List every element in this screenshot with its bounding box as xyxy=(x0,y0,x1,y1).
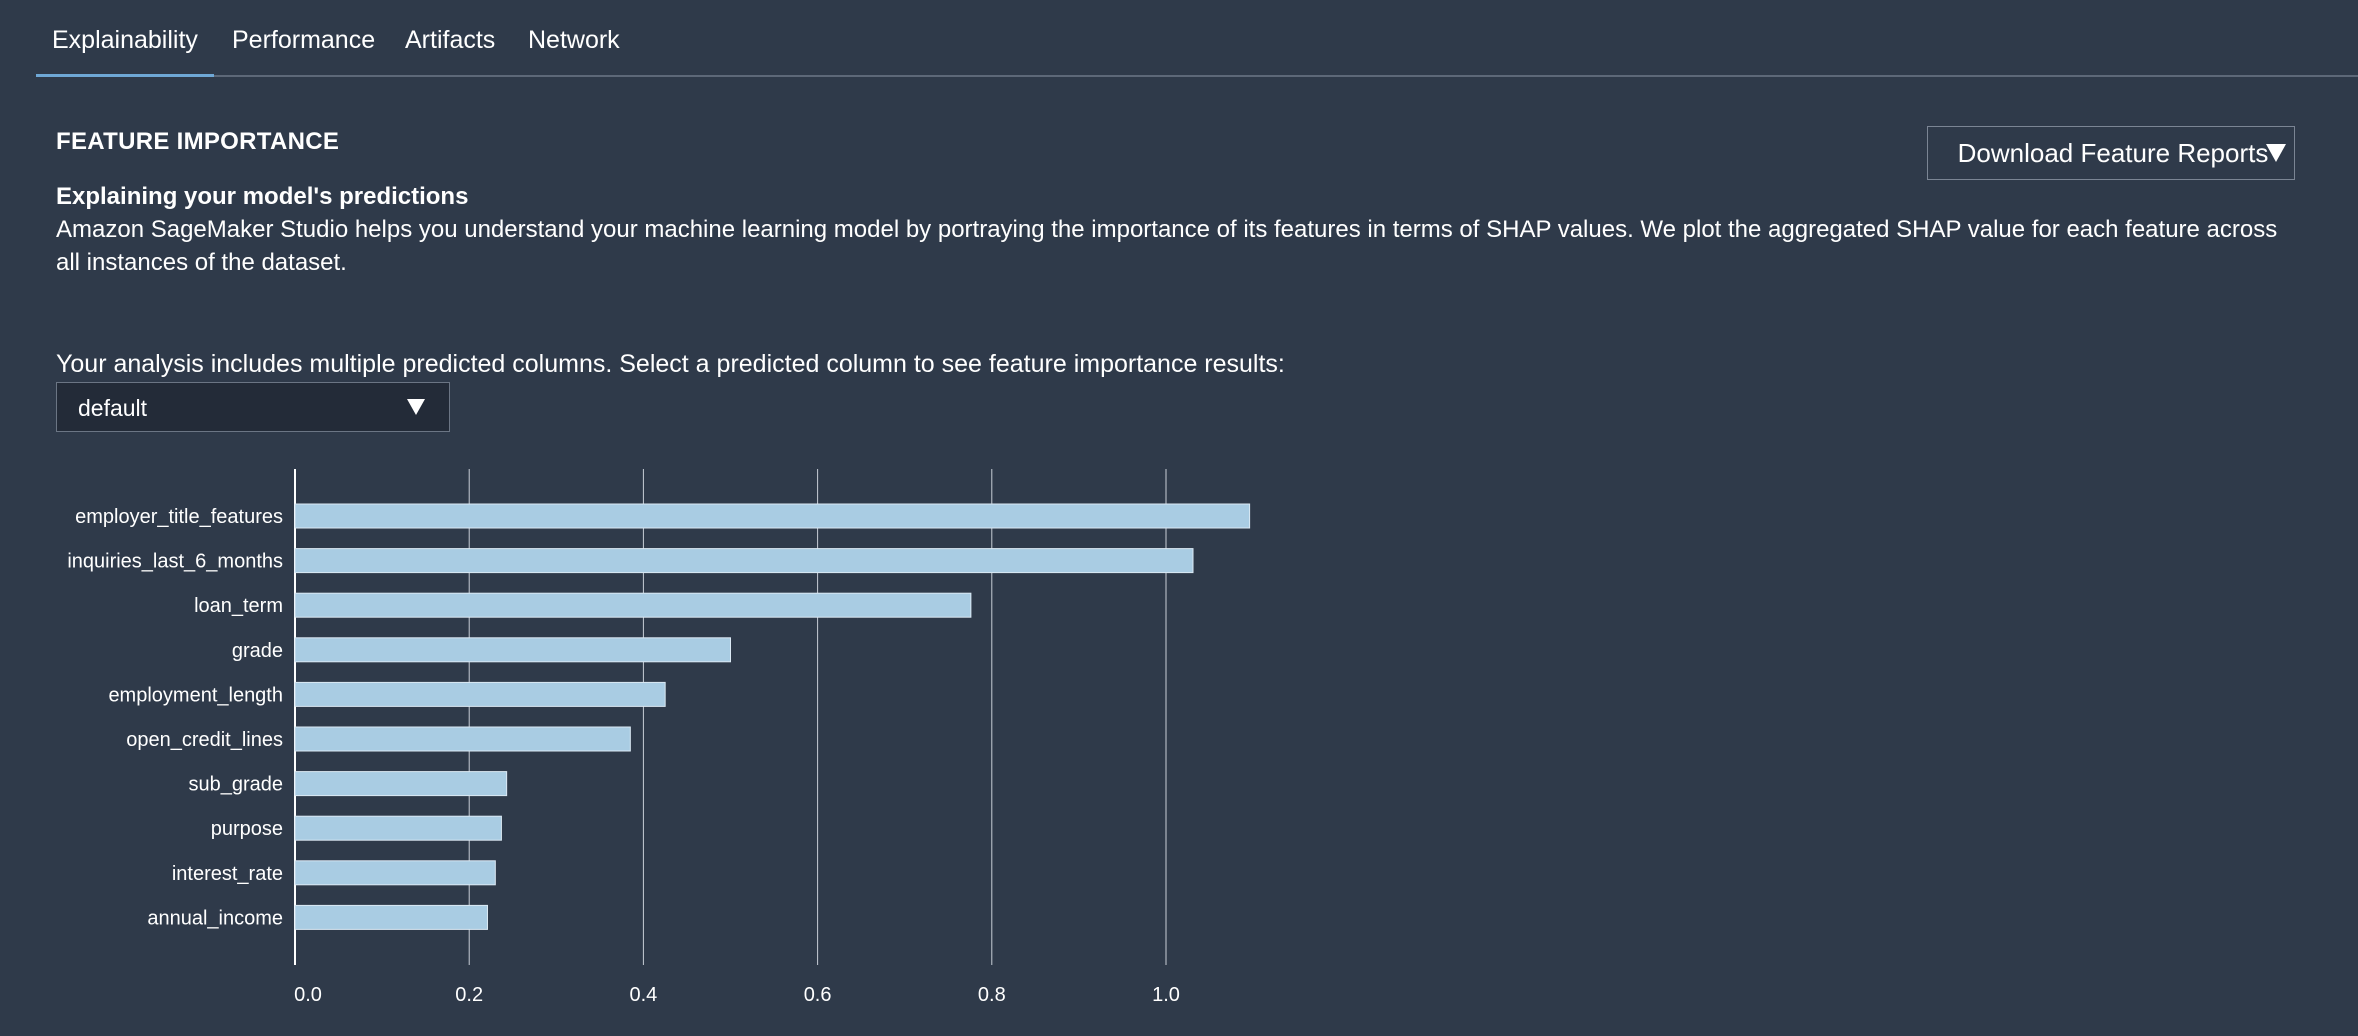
category-label: loan_term xyxy=(194,595,283,617)
feature-importance-chart: 0.0 0.2 0.4 0.6 0.8 1.0 employer_title_feature… xyxy=(67,469,1251,1006)
explanation-subheading: Explaining your model's predictions xyxy=(56,183,469,210)
bar xyxy=(294,771,508,797)
bar xyxy=(294,548,1194,574)
bar xyxy=(294,637,731,663)
download-feature-reports-button[interactable]: Download Feature Reports xyxy=(1927,126,2295,180)
bar xyxy=(294,681,666,707)
caret-down-icon xyxy=(2266,144,2286,162)
bar xyxy=(294,860,496,886)
x-tick-label: 0.4 xyxy=(629,984,657,1006)
bar xyxy=(294,592,972,618)
category-label: annual_income xyxy=(147,907,283,929)
download-button-label: Download Feature Reports xyxy=(1957,138,2269,168)
x-tick-label: 1.0 xyxy=(1152,984,1180,1006)
category-label: employer_title_features xyxy=(75,506,283,528)
category-label: sub_grade xyxy=(188,774,283,796)
caret-down-icon xyxy=(407,399,425,415)
bar xyxy=(294,726,631,752)
x-tick-label: 0.2 xyxy=(455,984,483,1006)
select-value: default xyxy=(78,395,148,421)
select-prompt: Your analysis includes multiple predicte… xyxy=(56,350,1285,378)
x-tick-label: 0.6 xyxy=(804,984,832,1006)
section-heading: FEATURE IMPORTANCE xyxy=(56,128,340,155)
category-label: interest_rate xyxy=(172,863,283,885)
tab-performance[interactable]: Performance xyxy=(232,26,376,54)
tab-artifacts[interactable]: Artifacts xyxy=(405,26,496,54)
category-label: employment_length xyxy=(108,684,283,706)
bar xyxy=(294,503,1251,529)
tab-network[interactable]: Network xyxy=(528,26,620,54)
category-label: open_credit_lines xyxy=(126,729,283,751)
explanation-description: Amazon SageMaker Studio helps you unders… xyxy=(56,216,2278,276)
x-tick-label: 0.0 xyxy=(294,984,322,1006)
bar xyxy=(294,815,502,841)
bar xyxy=(294,904,488,930)
predicted-column-select[interactable]: default xyxy=(56,382,450,432)
category-label: inquiries_last_6_months xyxy=(67,551,283,573)
tab-bar: Explainability Performance Artifacts Net… xyxy=(36,0,2358,77)
tab-explainability[interactable]: Explainability xyxy=(36,0,214,77)
category-label: purpose xyxy=(211,818,283,840)
category-label: grade xyxy=(232,640,283,662)
x-tick-label: 0.8 xyxy=(978,984,1006,1006)
